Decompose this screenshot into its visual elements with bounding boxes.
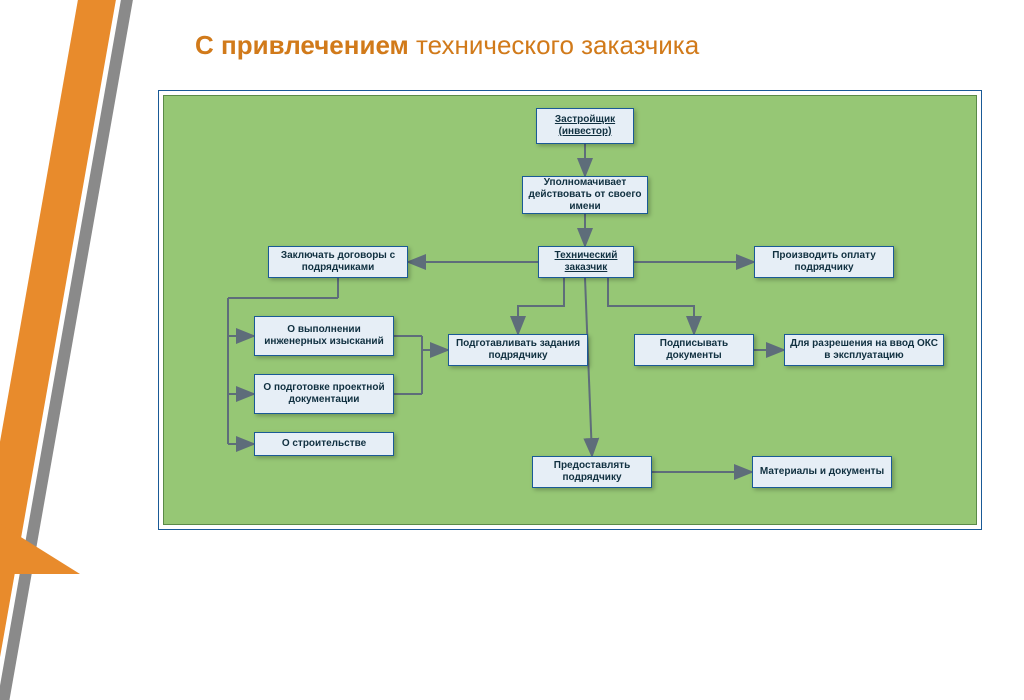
flow-node-n3: Технический заказчик [538, 246, 634, 278]
diagram-canvas: Застройщик (инвестор) Уполномачивает дейс… [163, 95, 977, 525]
flow-node-n6: О выполнении инженерных изысканий [254, 316, 394, 356]
flow-node-n11: Для разрешения на ввод ОКС в эксплуатаци… [784, 334, 944, 366]
page-title: С привлечением технического заказчика [195, 30, 699, 61]
flow-node-n2: Уполномачивает действовать от своего име… [522, 176, 648, 214]
decor-triangle-orange [0, 524, 80, 574]
flow-node-n4: Заключать договоры с подрядчиками [268, 246, 408, 278]
flow-node-n8: О строительстве [254, 432, 394, 456]
title-bold: С привлечением [195, 30, 409, 60]
flow-node-n12: Предоставлять подрядчику [532, 456, 652, 488]
flow-node-n5: Производить оплату подрядчику [754, 246, 894, 278]
flow-node-n1: Застройщик (инвестор) [536, 108, 634, 144]
flow-node-n7: О подготовке проектной документации [254, 374, 394, 414]
flow-node-n10: Подписывать документы [634, 334, 754, 366]
title-rest: технического заказчика [409, 30, 699, 60]
diagram-frame: Застройщик (инвестор) Уполномачивает дейс… [158, 90, 982, 530]
flow-node-n9: Подготавливать задания подрядчику [448, 334, 588, 366]
flow-node-n13: Материалы и документы [752, 456, 892, 488]
